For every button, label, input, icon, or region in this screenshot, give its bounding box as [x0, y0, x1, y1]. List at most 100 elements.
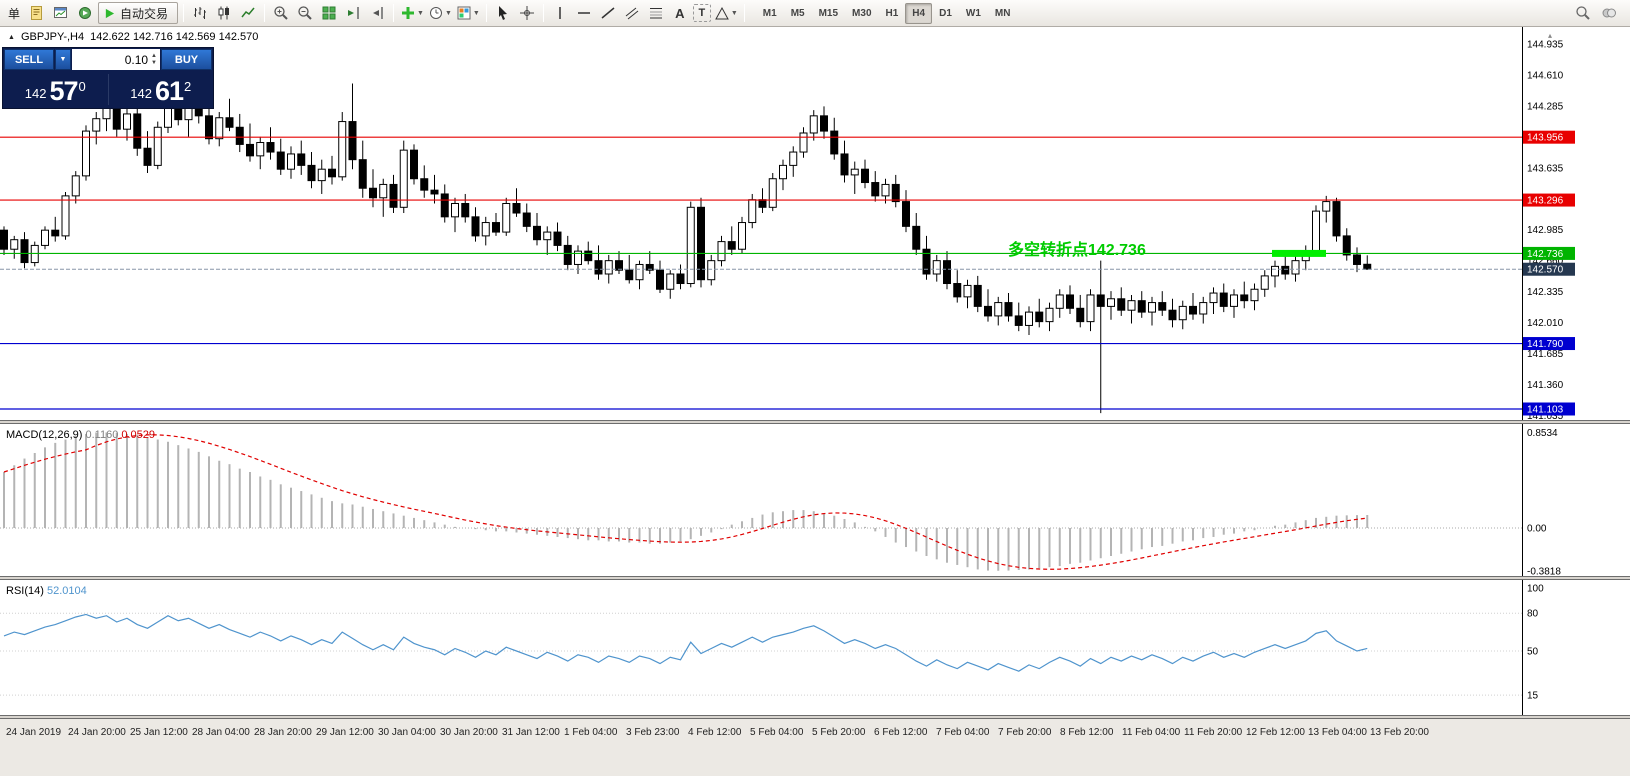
bar-chart-icon[interactable] — [189, 2, 211, 24]
chart-shift-icon[interactable] — [366, 2, 388, 24]
tile-windows-icon[interactable] — [318, 2, 340, 24]
time-label: 31 Jan 12:00 — [502, 727, 560, 738]
svg-text:0.00: 0.00 — [1527, 524, 1547, 535]
profiles-icon[interactable] — [74, 2, 96, 24]
candlestick-chart-icon[interactable] — [213, 2, 235, 24]
trendline-icon[interactable] — [597, 2, 619, 24]
timeframe-h4[interactable]: H4 — [905, 2, 933, 24]
channel-icon[interactable] — [621, 2, 643, 24]
time-label: 11 Feb 20:00 — [1184, 727, 1243, 738]
buy-price[interactable]: 142 61 2 — [109, 71, 214, 108]
text-label-icon[interactable]: T — [692, 4, 711, 22]
periods-icon[interactable]: ▼ — [427, 2, 453, 24]
buy-price-prefix: 142 — [130, 86, 152, 101]
svg-text:141.103: 141.103 — [1527, 404, 1564, 415]
new-order-icon[interactable] — [26, 2, 48, 24]
separator — [264, 4, 266, 22]
sell-price-main: 57 — [49, 76, 78, 106]
divider — [107, 74, 109, 105]
line-chart-icon[interactable] — [237, 2, 259, 24]
time-label: 11 Feb 04:00 — [1122, 727, 1181, 738]
time-label: 24 Jan 2019 — [6, 727, 62, 738]
auto-scroll-icon[interactable] — [342, 2, 364, 24]
buy-price-sup: 2 — [184, 79, 192, 94]
svg-text:143.296: 143.296 — [1527, 196, 1564, 207]
play-icon — [105, 8, 115, 18]
panel-splitter[interactable] — [0, 576, 1630, 580]
one-click-trading-panel: SELL ▼ ▲▼ BUY 142 57 0 142 61 2 — [2, 47, 214, 109]
auto-trading-button[interactable]: 自动交易 — [98, 2, 179, 24]
shapes-icon[interactable]: ▼ — [713, 2, 739, 24]
time-label: 30 Jan 04:00 — [378, 727, 436, 738]
indicators-icon[interactable]: ▼ — [399, 2, 425, 24]
timeframe-m5[interactable]: M5 — [790, 7, 805, 19]
svg-text:50: 50 — [1527, 647, 1539, 658]
symbol-marker-icon: ▲ — [8, 33, 15, 41]
timeframe-d1[interactable]: D1 — [939, 7, 952, 19]
buy-button[interactable]: BUY — [161, 49, 212, 70]
separator — [183, 4, 185, 22]
sell-button[interactable]: SELL — [4, 49, 54, 70]
timeframe-m30[interactable]: M30 — [852, 7, 872, 19]
menu-order-label[interactable]: 单 — [8, 6, 21, 21]
macd-panel[interactable]: 0.8534 0.00 -0.3818 MACD(12,26,9) 0.1160 0.… — [0, 424, 1630, 576]
quotes-icon[interactable] — [1598, 2, 1620, 24]
chevron-down-icon: ▼ — [472, 9, 480, 17]
svg-text:RSI(14) 52.0104: RSI(14) 52.0104 — [6, 585, 87, 597]
separator — [393, 4, 395, 22]
main-toolbar: 单 自动交易 ▼ ▼ ▼ A T ▼ M1 M5 M15 M30 H1 H4 D1 W1 MN — [0, 0, 1630, 27]
sell-price-sup: 0 — [78, 79, 86, 94]
crosshair-icon[interactable] — [516, 2, 538, 24]
auto-trading-label: 自动交易 — [120, 6, 169, 21]
time-label: 8 Feb 12:00 — [1060, 727, 1114, 738]
svg-text:80: 80 — [1527, 609, 1539, 620]
svg-text:100: 100 — [1527, 584, 1544, 595]
panel-splitter[interactable] — [0, 715, 1630, 719]
zoom-out-icon[interactable] — [294, 2, 316, 24]
search-icon[interactable] — [1572, 2, 1594, 24]
panel-splitter[interactable] — [0, 420, 1630, 424]
horizontal-line-icon[interactable] — [573, 2, 595, 24]
timeframe-w1[interactable]: W1 — [965, 7, 981, 19]
time-axis[interactable]: 24 Jan 2019 24 Jan 20:00 25 Jan 12:00 28 Ja… — [0, 719, 1630, 776]
symbol-label: GBPJPY-,H4 — [20, 31, 85, 43]
timeframe-group: M1 M5 M15 M30 H1 H4 D1 W1 MN — [756, 2, 1018, 24]
rsi-panel[interactable]: 100 80 50 15 RSI(14) 52.0104 — [0, 580, 1630, 715]
time-label: 28 Jan 20:00 — [254, 727, 312, 738]
stepper-down-icon[interactable]: ▼ — [151, 59, 157, 66]
vertical-line-icon[interactable] — [549, 2, 571, 24]
time-label: 3 Feb 23:00 — [626, 727, 680, 738]
new-chart-icon[interactable] — [50, 2, 72, 24]
timeframe-m1[interactable]: M1 — [762, 7, 777, 19]
svg-text:143.635: 143.635 — [1527, 163, 1564, 174]
cursor-icon[interactable] — [492, 2, 514, 24]
stepper-up-icon[interactable]: ▲ — [151, 52, 157, 59]
time-label: 6 Feb 12:00 — [874, 727, 928, 738]
timeframe-mn[interactable]: MN — [994, 7, 1011, 19]
text-tool-icon[interactable]: A — [675, 5, 685, 21]
chart-annotation[interactable]: 多空转折点142.736 — [1008, 242, 1146, 259]
zoom-in-icon[interactable] — [270, 2, 292, 24]
svg-text:-0.3818: -0.3818 — [1527, 566, 1561, 576]
timeframe-h1[interactable]: H1 — [885, 7, 899, 19]
separator — [485, 4, 487, 22]
price-chart-panel[interactable]: 144.935144.610144.285143.960143.635143.3… — [0, 27, 1630, 420]
volume-box: ▲▼ — [72, 49, 160, 70]
svg-text:142.010: 142.010 — [1527, 318, 1564, 329]
time-label: 7 Feb 20:00 — [998, 727, 1052, 738]
volume-input[interactable] — [84, 52, 149, 67]
time-label: 28 Jan 04:00 — [192, 727, 250, 738]
volume-stepper[interactable]: ▲ ▼ — [148, 53, 160, 67]
svg-text:MACD(12,26,9) 0.1160 0.0529: MACD(12,26,9) 0.1160 0.0529 — [6, 429, 155, 441]
svg-text:142.736: 142.736 — [1527, 249, 1564, 260]
fibonacci-icon[interactable] — [645, 2, 667, 24]
time-label: 25 Jan 12:00 — [130, 727, 188, 738]
sell-price[interactable]: 142 57 0 — [3, 71, 108, 108]
volume-preset-dropdown[interactable]: ▼ — [55, 49, 71, 70]
timeframe-m15[interactable]: M15 — [818, 7, 839, 19]
svg-text:142.660: 142.660 — [1527, 256, 1564, 267]
templates-icon[interactable]: ▼ — [455, 2, 481, 24]
chevron-down-icon: ▼ — [730, 9, 738, 17]
svg-text:143.956: 143.956 — [1527, 133, 1564, 144]
ohlc-values: 142.622 142.716 142.569 142.570 — [90, 31, 259, 43]
